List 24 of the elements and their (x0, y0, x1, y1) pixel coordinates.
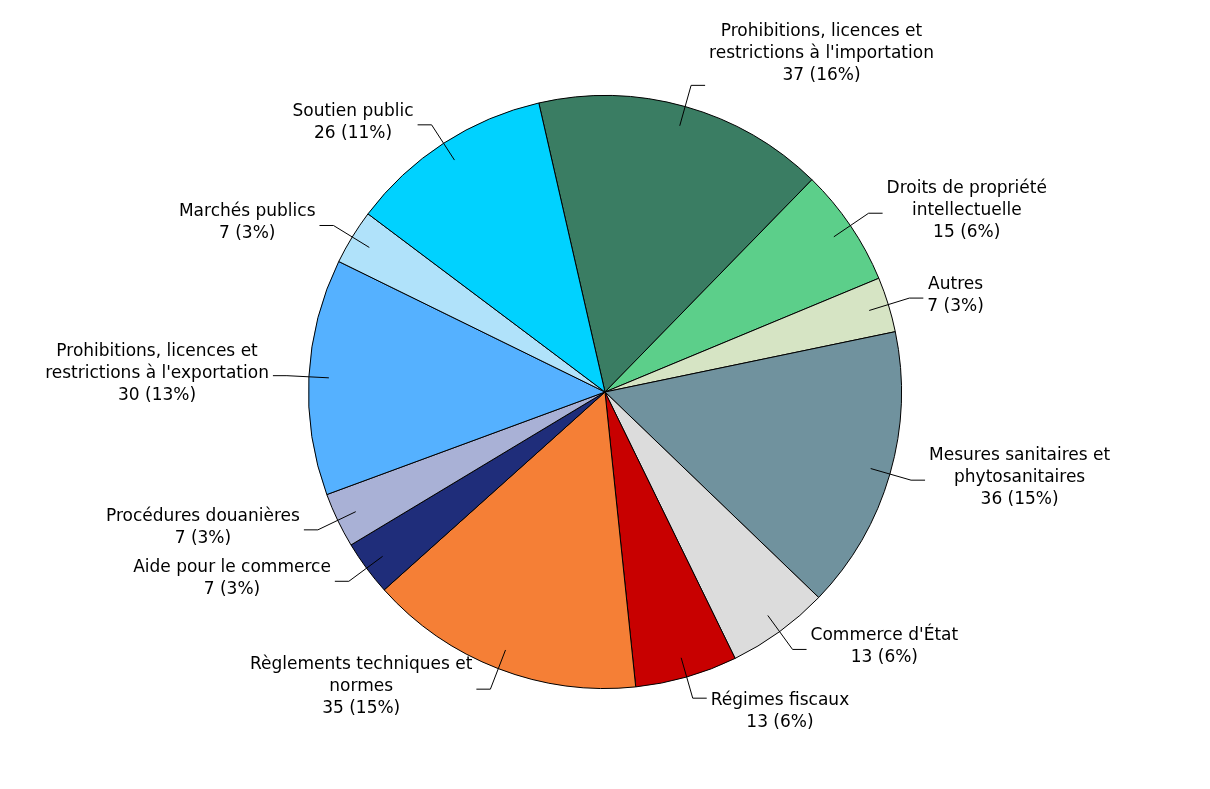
slice-label: Commerce d'État (810, 623, 959, 645)
data-label: 36 (15%) (980, 488, 1059, 509)
slice-label: Mesures sanitaires et phytosanitaires (929, 444, 1111, 487)
slice-label: Prohibitions, licences et restrictions à l'exportation (45, 339, 269, 382)
slice-label: Prohibitions, licences et restrictions à l'importation (709, 20, 934, 63)
data-label: 13 (6%) (850, 646, 919, 667)
slice-label: Marchés publics (178, 200, 316, 221)
data-label: 15 (6%) (933, 221, 1001, 242)
data-label: 7 (3%) (203, 578, 261, 599)
slice-label: Autres (928, 273, 984, 294)
data-label: 7 (3%) (218, 222, 276, 243)
slice-label: Droits de propriété intellectuelle (886, 177, 1047, 220)
slice-label: Soutien public (292, 99, 414, 120)
slice-label: Règlements techniques et normes (250, 653, 473, 696)
slice-label: Régimes fiscaux (710, 689, 850, 710)
slice-label: Procédures douanières (105, 504, 301, 525)
data-label: 37 (16%) (782, 64, 861, 85)
data-label: 7 (3%) (174, 526, 232, 547)
data-label: 26 (11%) (313, 121, 393, 142)
data-label: 30 (13%) (118, 383, 197, 404)
data-label: 13 (6%) (746, 711, 814, 732)
slice-label: Aide pour le commerce (133, 556, 331, 577)
data-label: 35 (15%) (322, 697, 401, 718)
data-label: 7 (3%) (927, 295, 984, 316)
